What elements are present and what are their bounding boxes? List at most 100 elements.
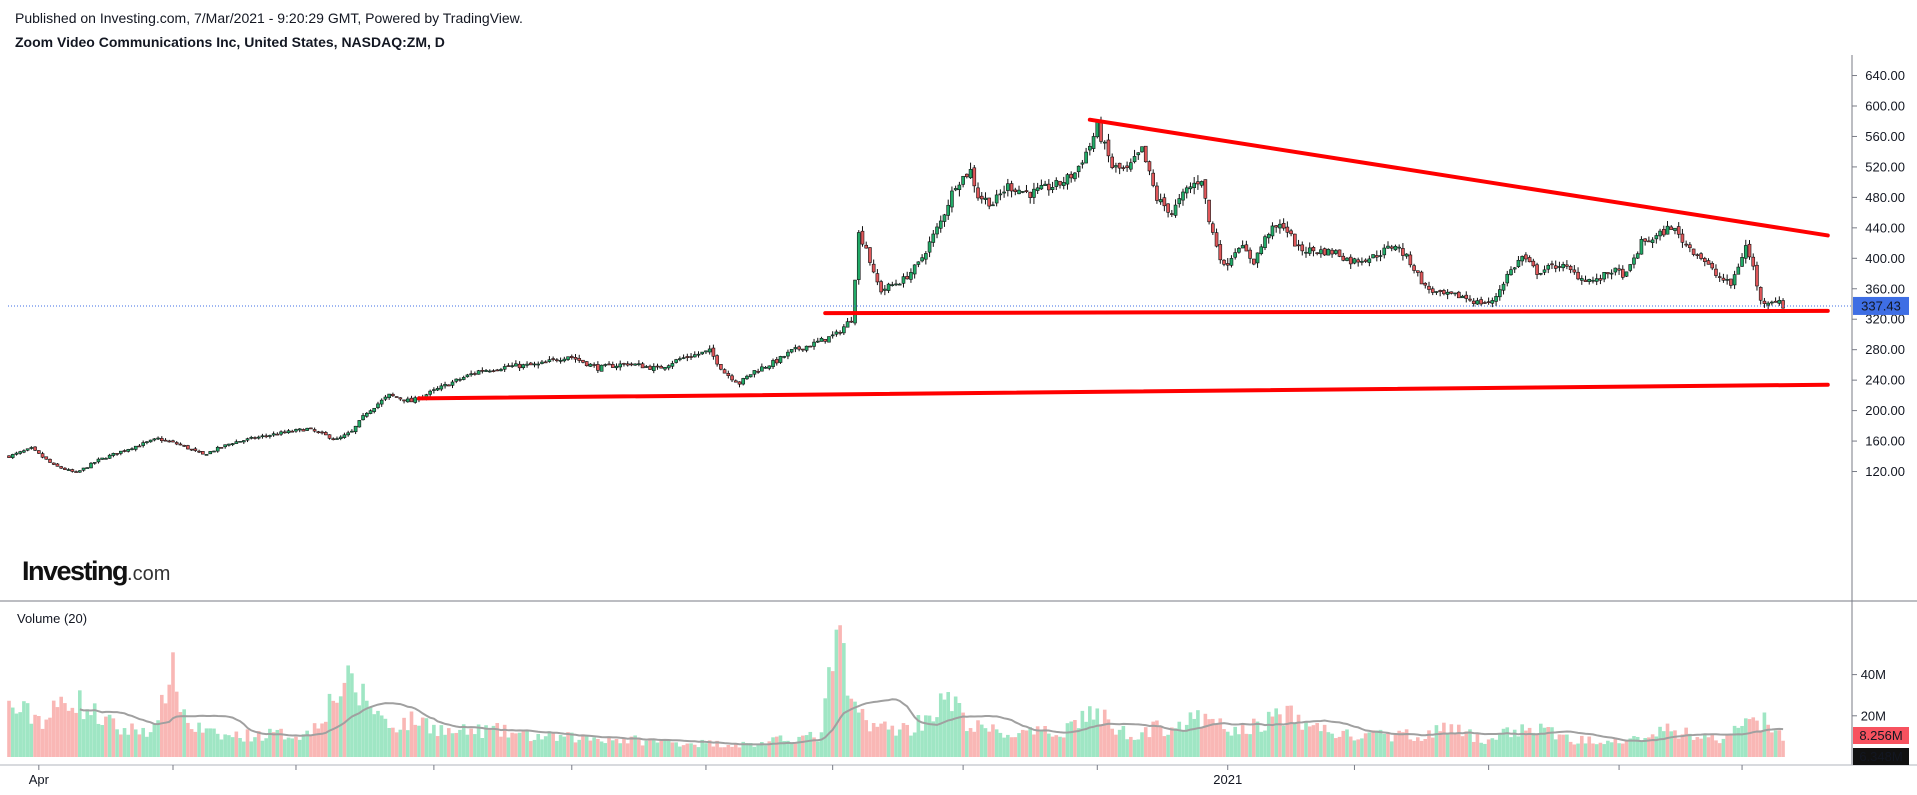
volume-bar bbox=[528, 741, 533, 757]
candle-body bbox=[372, 407, 377, 412]
candle-body bbox=[730, 375, 734, 381]
candle-body bbox=[1293, 233, 1297, 247]
volume-bar bbox=[1699, 738, 1703, 757]
volume-bar bbox=[771, 737, 775, 757]
volume-bar bbox=[1520, 724, 1524, 757]
candle-body bbox=[342, 434, 347, 438]
candle-body bbox=[1181, 191, 1185, 201]
volume-bar bbox=[681, 745, 686, 757]
candle-body bbox=[22, 450, 26, 453]
candle-body bbox=[275, 433, 280, 436]
candle-body bbox=[1214, 232, 1219, 247]
volume-bar bbox=[1233, 726, 1237, 757]
candle-body bbox=[1531, 260, 1536, 267]
volume-bar bbox=[1326, 732, 1331, 757]
candle-body bbox=[111, 453, 116, 456]
candle-body bbox=[1576, 271, 1580, 280]
volume-bar bbox=[96, 723, 101, 757]
volume-bar bbox=[1561, 734, 1565, 757]
candle-body bbox=[1043, 183, 1047, 186]
candle-body bbox=[461, 377, 466, 380]
candle-body bbox=[819, 337, 824, 342]
candle-body bbox=[1147, 161, 1152, 172]
candle-body bbox=[182, 445, 186, 447]
price-tick-label: 520.00 bbox=[1865, 159, 1905, 174]
candle-body bbox=[1494, 296, 1498, 302]
candle-body bbox=[413, 397, 418, 403]
volume-bar bbox=[297, 739, 302, 757]
candle-body bbox=[1740, 257, 1744, 267]
candle-body bbox=[1356, 259, 1360, 263]
volume-bar bbox=[514, 733, 518, 757]
volume-bar bbox=[1527, 727, 1532, 757]
volume-bar bbox=[525, 731, 529, 757]
volume-bar bbox=[1658, 726, 1662, 757]
candle-body bbox=[204, 454, 209, 456]
candle-body bbox=[856, 232, 861, 280]
price-tick-label: 200.00 bbox=[1865, 403, 1905, 418]
volume-bar bbox=[1367, 732, 1372, 757]
volume-bar bbox=[875, 726, 880, 757]
candlestick-series bbox=[7, 116, 1785, 473]
candle-body bbox=[1442, 290, 1446, 295]
candle-body bbox=[1069, 173, 1073, 179]
candle-body bbox=[1132, 156, 1137, 163]
candle-body bbox=[446, 384, 451, 387]
volume-bar bbox=[163, 703, 168, 757]
candle-body bbox=[1460, 295, 1465, 299]
volume-bar bbox=[1538, 723, 1543, 757]
candle-body bbox=[1617, 268, 1621, 271]
volume-bar bbox=[774, 736, 779, 757]
volume-bar bbox=[1322, 724, 1327, 757]
candle-body bbox=[1237, 248, 1241, 253]
volume-bar bbox=[1360, 738, 1364, 757]
volume-bar bbox=[927, 715, 932, 757]
volume-bar bbox=[480, 738, 485, 757]
volume-bar bbox=[760, 742, 764, 757]
volume-bar bbox=[633, 735, 637, 757]
volume-bar bbox=[201, 732, 205, 757]
volume-bar bbox=[1181, 729, 1185, 757]
volume-bar bbox=[745, 743, 749, 757]
volume-bar bbox=[387, 727, 391, 757]
volume-bar bbox=[1576, 743, 1580, 757]
candle-body bbox=[1457, 291, 1461, 299]
candle-body bbox=[644, 366, 649, 368]
candle-body bbox=[1512, 267, 1517, 270]
volume-bar bbox=[1259, 731, 1264, 757]
volume-bar bbox=[1717, 743, 1722, 757]
volume-bar bbox=[1334, 738, 1338, 757]
candle-body bbox=[1151, 172, 1155, 186]
candle-body bbox=[1691, 248, 1696, 255]
volume-bar bbox=[674, 742, 678, 757]
candle-body bbox=[1114, 165, 1118, 168]
volume-bar bbox=[856, 712, 861, 757]
candle-body bbox=[357, 420, 362, 428]
candle-body bbox=[1266, 234, 1271, 239]
candle-body bbox=[398, 397, 403, 400]
volume-bar bbox=[1192, 718, 1196, 757]
candle-body bbox=[692, 354, 697, 358]
volume-bar bbox=[249, 741, 254, 757]
candle-body bbox=[1725, 279, 1729, 281]
candle-body bbox=[976, 187, 980, 199]
volume-bar bbox=[592, 737, 596, 757]
volume-series bbox=[7, 625, 1785, 757]
candle-body bbox=[1568, 265, 1573, 271]
volume-bar bbox=[152, 723, 157, 757]
candle-body bbox=[1643, 238, 1647, 242]
volume-bar bbox=[55, 707, 60, 757]
volume-bar bbox=[178, 712, 183, 757]
candle-body bbox=[1367, 258, 1372, 263]
last-price-label: 337.43 bbox=[1861, 298, 1901, 313]
volume-bar bbox=[588, 740, 593, 757]
candle-body bbox=[1553, 265, 1558, 269]
candle-body bbox=[715, 355, 719, 365]
volume-bar bbox=[1587, 736, 1592, 757]
candle-body bbox=[1736, 266, 1741, 275]
candle-body bbox=[119, 450, 123, 454]
candle-body bbox=[353, 425, 358, 433]
candle-body bbox=[1524, 254, 1528, 260]
price-axis: 640.00 600.00 560.00 520.00 480.00 440.00 400.… bbox=[8, 68, 1909, 479]
